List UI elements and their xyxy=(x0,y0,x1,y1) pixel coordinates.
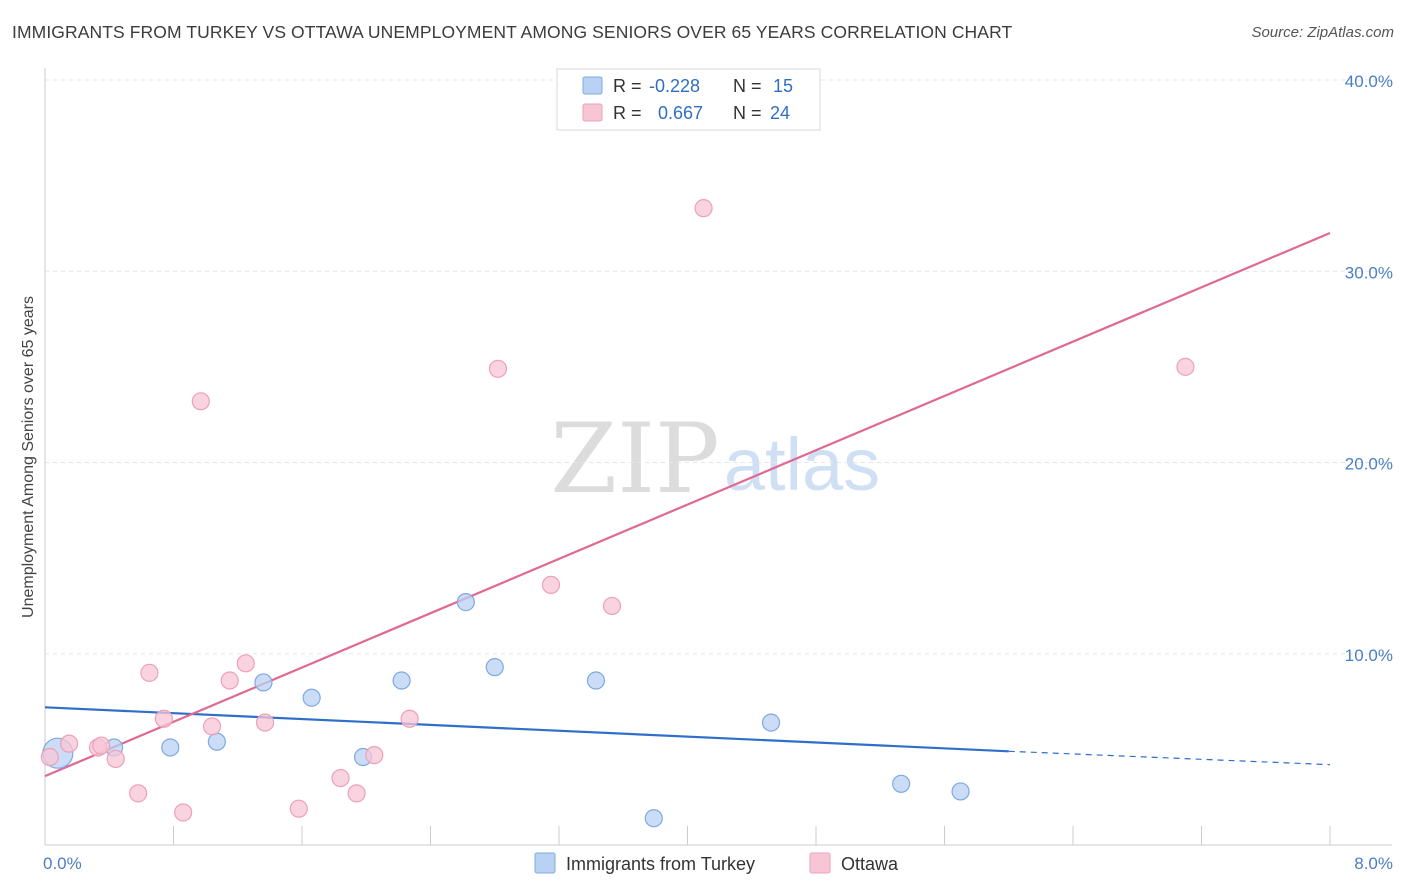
watermark-atlas: atlas xyxy=(724,423,880,506)
point-pink-18 xyxy=(400,709,419,728)
y-axis-ticks: 10.0% 20.0% 30.0% 40.0% xyxy=(1345,72,1393,665)
legend-swatch-blue xyxy=(582,76,603,95)
trend-line-blue xyxy=(44,706,1009,753)
bottom-legend-label-pink: Ottawa xyxy=(841,854,899,874)
point-pink-5 xyxy=(129,784,148,803)
watermark: ZIP atlas xyxy=(550,403,880,515)
bottom-legend-swatch-blue xyxy=(534,852,556,874)
y-tick-label-1: 20.0% xyxy=(1345,455,1393,474)
legend-n-label-blue: N = xyxy=(733,76,762,96)
point-pink-15 xyxy=(331,768,350,788)
point-blue-13 xyxy=(892,774,911,793)
y-tick-label-3: 40.0% xyxy=(1345,72,1393,91)
point-blue-12 xyxy=(761,713,781,732)
point-pink-20 xyxy=(541,575,561,595)
point-pink-11 xyxy=(220,671,239,690)
data-points xyxy=(40,199,1195,828)
point-pink-1 xyxy=(59,734,79,753)
grid-lines xyxy=(45,79,1392,655)
point-blue-7 xyxy=(392,671,411,690)
point-blue-10 xyxy=(586,671,606,690)
legend-n-label-pink: N = xyxy=(733,103,762,123)
legend-n-value-pink: 24 xyxy=(770,103,790,123)
source-label: Source: ZipAtlas.com xyxy=(1251,24,1394,41)
legend-r-label-pink: R = xyxy=(613,103,642,123)
x-axis-ticks: 0.0% 8.0% xyxy=(43,854,1393,873)
trend-lines xyxy=(44,231,1331,778)
y-axis-label: Unemployment Among Seniors over 65 years xyxy=(20,296,37,618)
point-pink-0 xyxy=(40,747,59,767)
legend-r-label-blue: R = xyxy=(613,76,642,96)
watermark-zip: ZIP xyxy=(550,403,719,515)
point-pink-17 xyxy=(365,746,384,765)
point-pink-16 xyxy=(347,784,366,803)
point-blue-5 xyxy=(302,688,321,707)
point-blue-9 xyxy=(485,658,504,677)
point-pink-19 xyxy=(488,359,508,378)
bottom-legend-label-blue: Immigrants from Turkey xyxy=(566,854,755,874)
point-blue-8 xyxy=(456,593,475,612)
point-pink-7 xyxy=(154,709,173,728)
x-tick-label-0: 0.0% xyxy=(43,854,82,873)
point-pink-6 xyxy=(140,663,159,682)
point-blue-4 xyxy=(254,673,273,692)
bottom-legend: Immigrants from Turkey Ottawa xyxy=(534,852,899,874)
y-tick-label-0: 10.0% xyxy=(1345,646,1393,665)
point-pink-4 xyxy=(106,749,125,769)
point-pink-12 xyxy=(236,654,255,673)
point-blue-14 xyxy=(951,782,970,801)
x-tick-label-1: 8.0% xyxy=(1354,854,1393,873)
y-tick-label-2: 30.0% xyxy=(1345,263,1393,282)
point-pink-8 xyxy=(174,803,193,822)
legend-r-value-pink: 0.667 xyxy=(658,103,703,123)
trend-line-pink xyxy=(44,231,1331,778)
legend-r-value-blue: -0.228 xyxy=(649,76,700,96)
point-pink-14 xyxy=(289,799,308,818)
point-blue-3 xyxy=(207,732,226,751)
point-pink-10 xyxy=(202,717,222,736)
point-blue-11 xyxy=(644,809,663,828)
top-legend: R = -0.228 N = 15 R = 0.667 N = 24 xyxy=(556,68,821,131)
point-pink-23 xyxy=(1176,357,1195,376)
axes xyxy=(44,68,1392,846)
bottom-legend-swatch-pink xyxy=(809,852,831,874)
point-pink-22 xyxy=(694,199,713,218)
chart-title: IMMIGRANTS FROM TURKEY VS OTTAWA UNEMPLO… xyxy=(12,22,1013,42)
point-pink-21 xyxy=(602,596,622,616)
legend-swatch-pink xyxy=(582,103,603,122)
point-pink-3 xyxy=(92,736,111,755)
trend-line-extension-blue xyxy=(1008,750,1331,766)
legend-n-value-blue: 15 xyxy=(773,76,793,96)
point-blue-2 xyxy=(161,738,180,757)
point-pink-9 xyxy=(191,392,210,411)
point-pink-13 xyxy=(255,713,275,732)
